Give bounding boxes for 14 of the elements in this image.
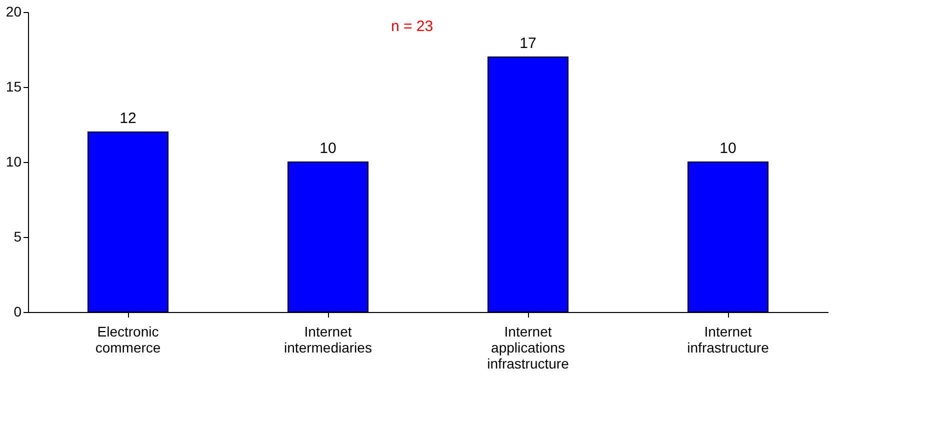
x-tick-label: Internet infrastructure bbox=[687, 324, 770, 356]
y-tick-label: 10 bbox=[6, 154, 22, 170]
y-tick-label: 20 bbox=[6, 4, 22, 20]
x-tick-label: Electronic commerce bbox=[95, 324, 161, 356]
data-label: 12 bbox=[120, 110, 136, 127]
y-tick-label: 15 bbox=[6, 78, 22, 94]
y-tick-label: 5 bbox=[14, 228, 22, 244]
x-tick-label: Internet intermediaries bbox=[284, 324, 372, 356]
data-label: 10 bbox=[320, 140, 336, 157]
data-label: 10 bbox=[720, 140, 736, 157]
y-tick-label: 0 bbox=[14, 304, 22, 320]
data-label: 17 bbox=[520, 35, 536, 52]
x-tick-label: Internet applications infrastructure bbox=[487, 324, 570, 372]
annotation: n = 23 bbox=[390, 18, 434, 35]
